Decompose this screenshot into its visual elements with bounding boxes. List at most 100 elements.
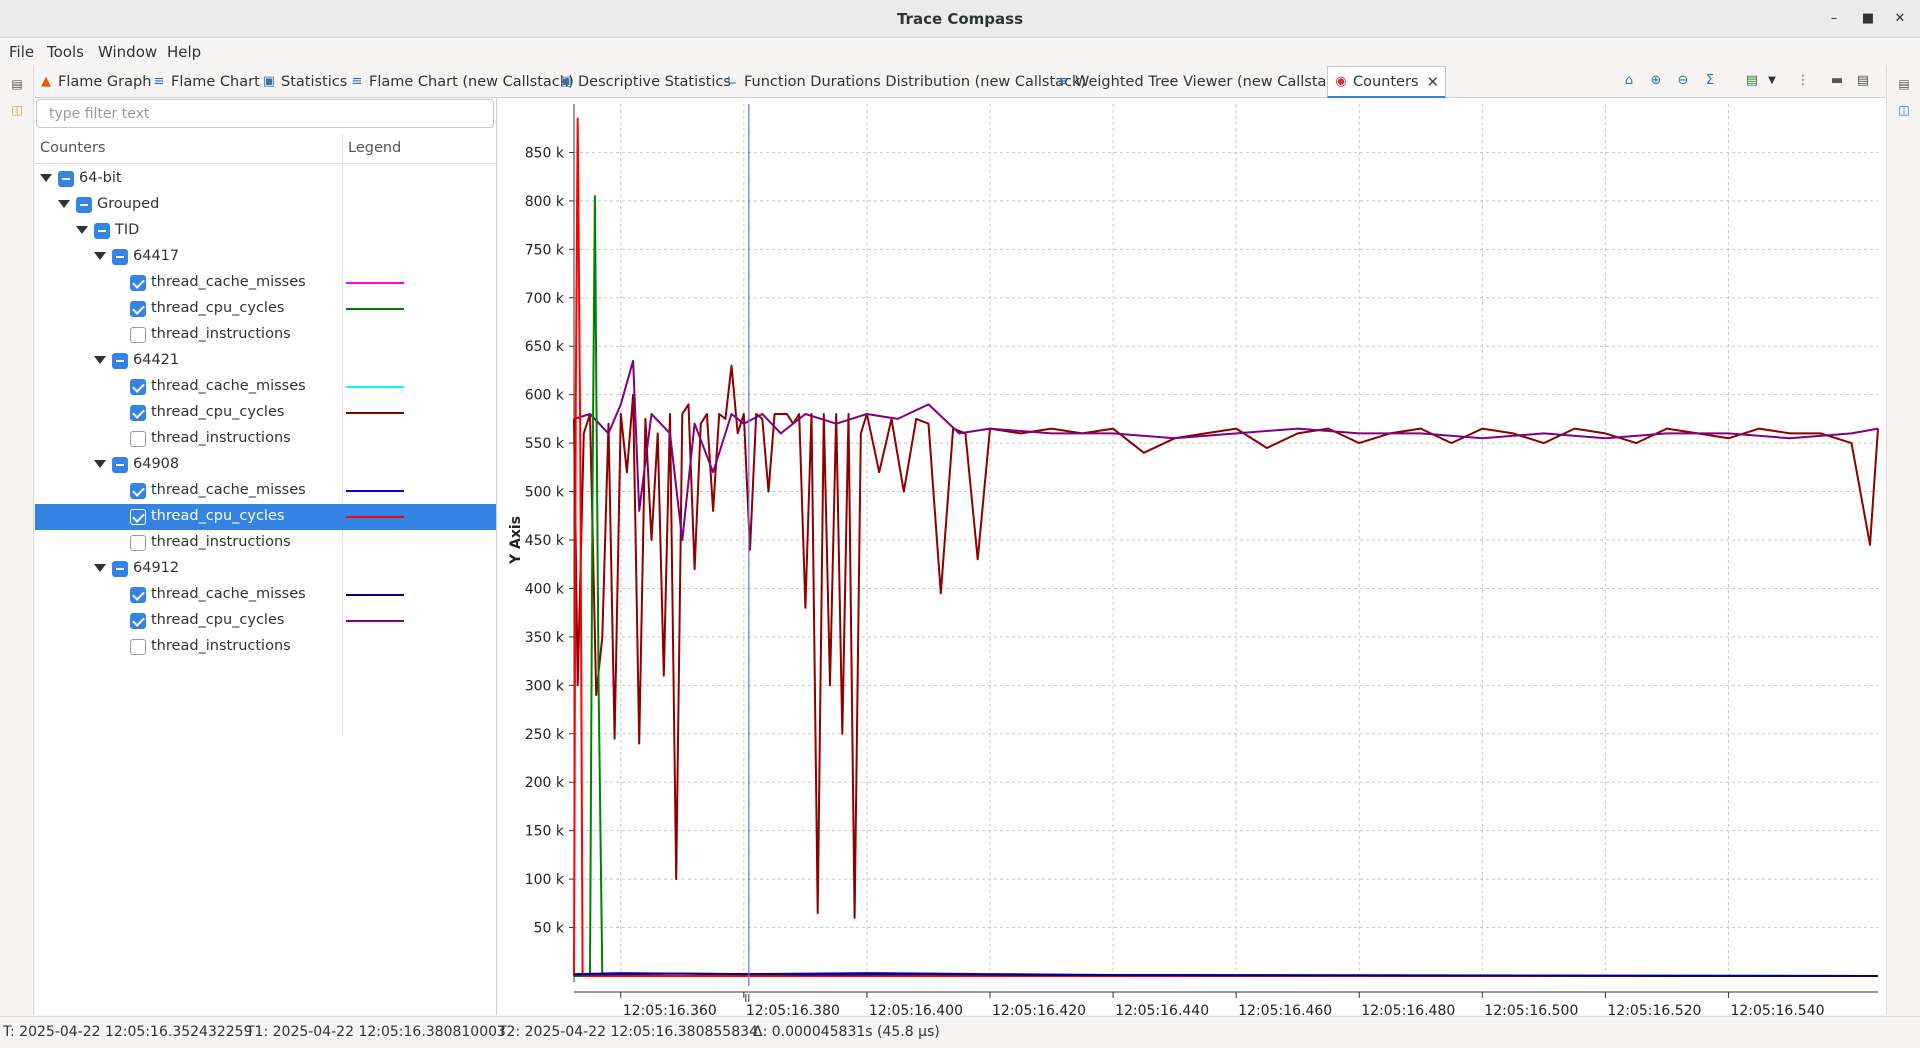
tree-checkbox[interactable] (76, 197, 92, 213)
y-tick-label: 300 k (525, 678, 565, 694)
tree-checkbox[interactable] (130, 483, 146, 499)
tree-checkbox[interactable] (58, 171, 74, 187)
tab-flame-chart-new-callstack[interactable]: ≡ Flame Chart (new Callstack) (350, 66, 574, 98)
tree-checkbox[interactable] (130, 431, 146, 447)
menu-window[interactable]: Window (98, 43, 158, 61)
chevron-down-icon[interactable]: ▼ (1768, 75, 1776, 86)
restore-icon[interactable]: ▤ (1898, 77, 1910, 91)
zoom-in-icon[interactable]: ⊕ (1650, 73, 1662, 88)
tree-checkbox[interactable] (130, 535, 146, 551)
tree-checkbox[interactable] (130, 509, 146, 525)
tree-checkbox[interactable] (130, 379, 146, 395)
project-explorer-icon[interactable]: ◫ (11, 103, 23, 117)
expand-toggle-icon[interactable] (76, 226, 88, 234)
menu-file[interactable]: File (9, 43, 35, 61)
series-line-5 (573, 972, 1879, 977)
tree-checkbox[interactable] (112, 457, 128, 473)
tree-checkbox[interactable] (112, 249, 128, 265)
x-tick-label: 12:05:16.420 (992, 1003, 1086, 1015)
tree-checkbox[interactable] (112, 561, 128, 577)
tab-statistics[interactable]: ▣ Statistics (262, 66, 347, 98)
view-tab-bar: ▲ Flame Graph ≡ Flame Chart ▣ Statistics… (35, 66, 1885, 98)
tree-leaf-row[interactable]: thread_cpu_cycles (35, 296, 496, 322)
maximize-icon[interactable]: ■ (1861, 11, 1875, 26)
series-line-0 (573, 364, 1879, 919)
column-header-legend[interactable]: Legend (343, 134, 496, 164)
tab-counters[interactable]: ◉ Counters ✕ (1327, 66, 1447, 98)
tree-checkbox[interactable] (130, 613, 146, 629)
tree-group-row[interactable]: 64421 (35, 348, 496, 374)
reset-zoom-icon[interactable]: ⌂ (1624, 73, 1634, 88)
properties-icon[interactable]: ◫ (1898, 103, 1910, 117)
expand-toggle-icon[interactable] (94, 356, 106, 364)
tab-label: Flame Chart (171, 74, 260, 90)
maximize-view-icon[interactable]: ▤ (1856, 73, 1870, 88)
tree-leaf-row[interactable]: thread_cache_misses (35, 478, 496, 504)
tab-flame-chart[interactable]: ≡ Flame Chart (152, 66, 260, 98)
tree-checkbox[interactable] (130, 405, 146, 421)
minimize-icon[interactable]: – (1830, 11, 1838, 26)
tree-group-row[interactable]: 64912 (35, 556, 496, 582)
tree-leaf-row[interactable]: thread_instructions (35, 426, 496, 452)
tab-label: Flame Chart (new Callstack) (369, 74, 574, 90)
tree-checkbox[interactable] (94, 223, 110, 239)
column-header-counters[interactable]: Counters (35, 134, 342, 164)
tree-checkbox[interactable] (130, 327, 146, 343)
tree-checkbox[interactable] (112, 353, 128, 369)
tree-leaf-row[interactable]: thread_instructions (35, 322, 496, 348)
close-window-icon[interactable]: ✕ (1894, 11, 1906, 26)
tree-group-row[interactable]: 64417 (35, 244, 496, 270)
tree-label: thread_instructions (151, 430, 291, 446)
expand-toggle-icon[interactable] (58, 200, 70, 208)
menu-tools[interactable]: Tools (47, 43, 84, 61)
tab-flame-graph[interactable]: ▲ Flame Graph (39, 66, 151, 98)
chart-svg[interactable]: 50 k 100 k 150 k 200 k 250 k 300 k 350 k 400 k 4… (498, 98, 1886, 1019)
expand-toggle-icon[interactable] (94, 460, 106, 468)
export-icon[interactable]: ▤ (1745, 73, 1759, 88)
counters-chart[interactable]: 50 k 100 k 150 k 200 k 250 k 300 k 350 k 400 k 4… (498, 98, 1886, 1019)
tree-leaf-row[interactable]: thread_cpu_cycles (35, 504, 496, 530)
tree-label: thread_instructions (151, 534, 291, 550)
tree-leaf-row[interactable]: thread_cache_misses (35, 582, 496, 608)
tab-label: Descriptive Statistics (578, 74, 731, 90)
tab-descriptive-statistics[interactable]: ▣ Descriptive Statistics (559, 66, 731, 98)
tree-group-row[interactable]: Grouped (35, 192, 496, 218)
sigma-icon[interactable]: Σ (1705, 73, 1715, 88)
zoom-out-icon[interactable]: ⊖ (1677, 73, 1689, 88)
y-tick-label: 850 k (525, 145, 565, 161)
tree-leaf-row[interactable]: thread_instructions (35, 530, 496, 556)
expand-toggle-icon[interactable] (94, 252, 106, 260)
tree-label: Grouped (97, 196, 160, 212)
tree-checkbox[interactable] (130, 639, 146, 655)
legend-swatch (346, 412, 404, 414)
close-tab-icon[interactable]: ✕ (1426, 72, 1440, 91)
tree-leaf-row[interactable]: thread_cpu_cycles (35, 400, 496, 426)
tree-leaf-row[interactable]: thread_cache_misses (35, 374, 496, 400)
filter-input[interactable] (36, 99, 494, 128)
list-icon: ≡ (1057, 74, 1069, 89)
minimize-view-icon[interactable]: ▬ (1830, 73, 1844, 88)
tree-label: thread_cache_misses (151, 482, 306, 498)
tree-group-row[interactable]: 64908 (35, 452, 496, 478)
y-tick-label: 650 k (525, 339, 565, 355)
tree-checkbox[interactable] (130, 587, 146, 603)
tree-checkbox[interactable] (130, 301, 146, 317)
tree-leaf-row[interactable]: thread_instructions (35, 634, 496, 660)
tree-label: thread_cache_misses (151, 274, 306, 290)
tree-leaf-row[interactable]: thread_cache_misses (35, 270, 496, 296)
expand-toggle-icon[interactable] (40, 174, 52, 182)
tree-group-row[interactable]: TID (35, 218, 496, 244)
tab-function-durations-distribution[interactable]: ∟ Function Durations Distribution (new C… (725, 66, 1087, 98)
expand-toggle-icon[interactable] (94, 564, 106, 572)
tree-checkbox[interactable] (130, 275, 146, 291)
tree-group-row[interactable]: 64-bit (35, 166, 496, 192)
tree-leaf-row[interactable]: thread_cpu_cycles (35, 608, 496, 634)
view-menu-icon[interactable]: ⋮ (1796, 73, 1810, 88)
list-icon: ≡ (351, 74, 363, 89)
tree-label: thread_cpu_cycles (151, 508, 285, 524)
series-line-2 (574, 195, 1878, 977)
series-line-3 (573, 117, 1878, 977)
tab-weighted-tree-viewer[interactable]: ≡ Weighted Tree Viewer (new Callstack) (1056, 66, 1349, 98)
restore-icon[interactable]: ▤ (11, 77, 23, 91)
menu-help[interactable]: Help (167, 43, 202, 61)
